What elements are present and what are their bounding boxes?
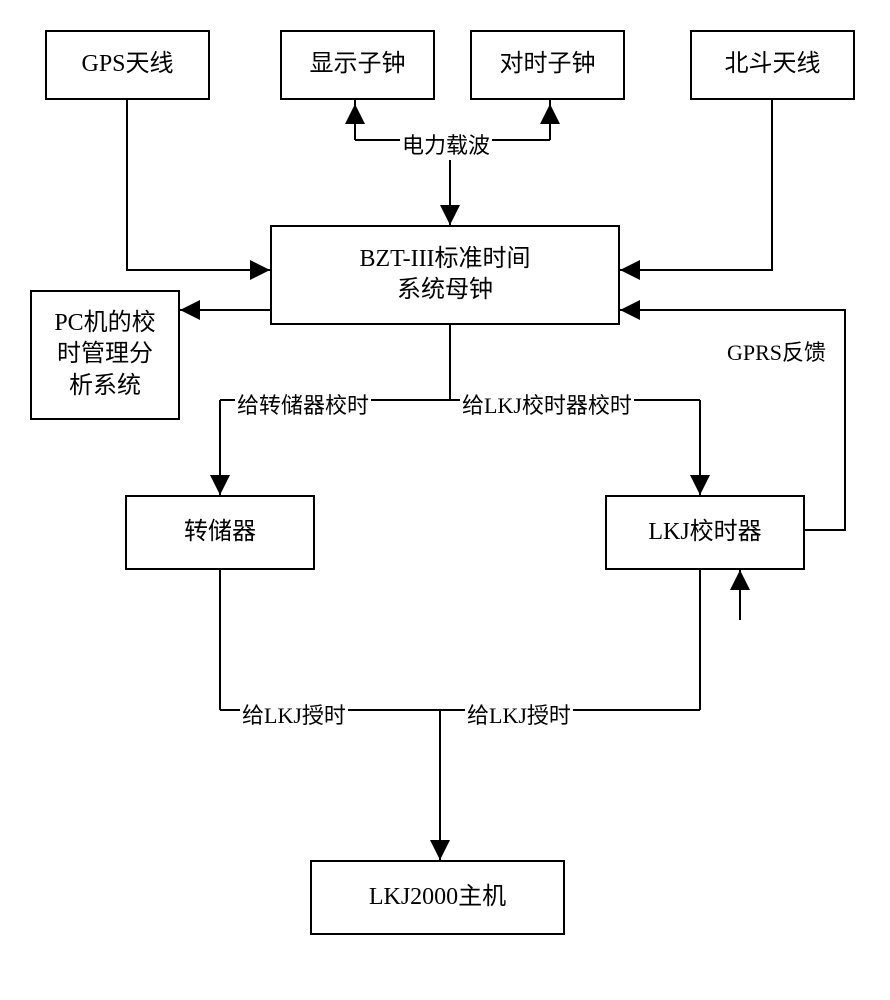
node-transfer: 转储器	[125, 495, 315, 570]
edge-label-timing-lkj-timer: 给LKJ校时器校时	[460, 388, 634, 420]
node-label: GPS天线	[81, 49, 173, 80]
node-display-clock: 显示子钟	[280, 30, 435, 100]
node-label: LKJ校时器	[648, 517, 761, 548]
edge-label-timing-lkj-right: 给LKJ授时	[465, 698, 573, 730]
node-lkj-host: LKJ2000主机	[310, 860, 565, 935]
node-label: BZT-III标准时间 系统母钟	[359, 244, 530, 306]
node-label: PC机的校 时管理分 析系统	[54, 308, 155, 402]
node-master-clock: BZT-III标准时间 系统母钟	[270, 225, 620, 325]
edge-label-power-carrier: 电力载波	[400, 128, 492, 160]
node-pc-system: PC机的校 时管理分 析系统	[30, 290, 180, 420]
edge-label-timing-transfer: 给转储器校时	[235, 388, 371, 420]
node-label: LKJ2000主机	[369, 882, 506, 913]
node-label: 北斗天线	[725, 49, 821, 80]
edge-label-gprs-feedback: GPRS反馈	[725, 335, 828, 367]
edge-label-timing-lkj-left: 给LKJ授时	[240, 698, 348, 730]
node-lkj-timer: LKJ校时器	[605, 495, 805, 570]
node-label: 对时子钟	[500, 49, 596, 80]
node-gps-antenna: GPS天线	[45, 30, 210, 100]
node-beidou-antenna: 北斗天线	[690, 30, 855, 100]
node-label: 显示子钟	[310, 49, 406, 80]
node-label: 转储器	[184, 517, 256, 548]
node-sync-clock: 对时子钟	[470, 30, 625, 100]
